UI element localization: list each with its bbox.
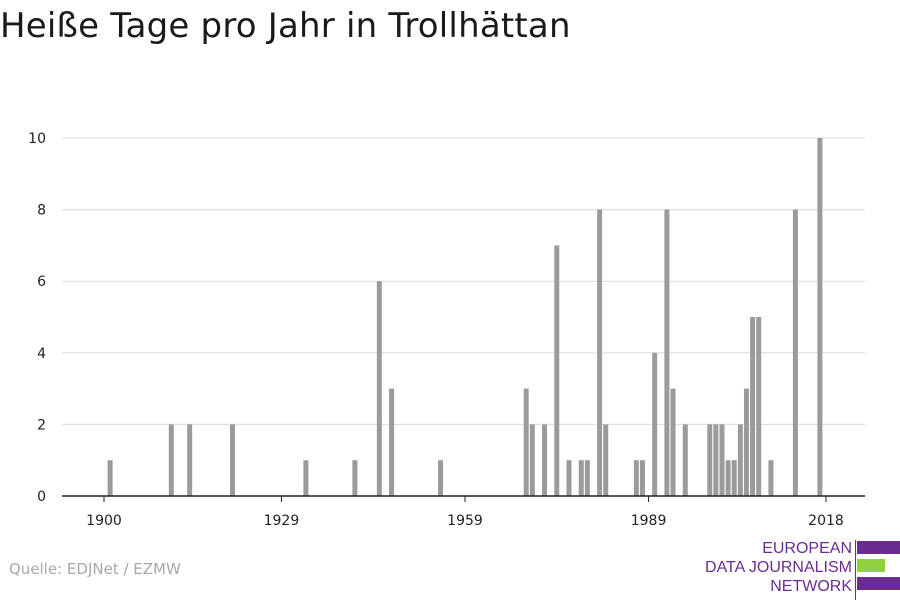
bar	[523, 388, 529, 496]
x-tick-label: 1900	[86, 513, 122, 529]
bar	[682, 424, 688, 496]
bar	[376, 281, 382, 496]
bar	[566, 460, 572, 496]
logo-bar-middle	[857, 559, 885, 572]
x-tick-label: 2018	[808, 513, 844, 529]
bar	[107, 460, 113, 496]
logo-bar-top	[857, 541, 900, 554]
bar	[750, 317, 756, 496]
source-note: Quelle: EDJNet / EZMW	[9, 560, 181, 578]
bar	[639, 460, 645, 496]
bar	[187, 424, 193, 496]
y-tick-label: 4	[37, 346, 46, 362]
x-tick-label: 1989	[631, 513, 667, 529]
bar	[352, 460, 358, 496]
logo-divider	[855, 540, 856, 600]
bar	[768, 460, 774, 496]
x-tick-label: 1959	[447, 513, 483, 529]
logo-line-3: NETWORK	[770, 578, 852, 595]
bar	[817, 138, 823, 496]
bar	[670, 388, 676, 496]
y-tick-label: 0	[37, 489, 46, 505]
edjnet-logo: EUROPEAN DATA JOURNALISM NETWORK	[700, 540, 900, 600]
bar	[438, 460, 444, 496]
bar	[633, 460, 639, 496]
bar	[554, 245, 560, 496]
gridlines	[62, 137, 865, 425]
bar	[731, 460, 737, 496]
bar	[578, 460, 584, 496]
bar-chart: 0 2 4 6 8 10 1900 1929 1959 1989 2018	[28, 131, 865, 529]
bar	[597, 209, 603, 496]
chart-title: Heiße Tage pro Jahr in Trollhättan	[0, 6, 571, 46]
bar	[542, 424, 548, 496]
bars	[107, 138, 823, 496]
axes	[62, 495, 865, 502]
y-tick-label: 6	[37, 274, 46, 290]
y-tick-label: 10	[28, 131, 46, 147]
y-tick-labels: 0 2 4 6 8 10	[28, 131, 46, 505]
bar	[756, 317, 762, 496]
bar	[168, 424, 174, 496]
logo-bar-bottom	[857, 577, 900, 590]
logo-line-2: DATA JOURNALISM	[705, 559, 852, 576]
bar	[719, 424, 725, 496]
bar	[737, 424, 743, 496]
bar	[389, 388, 395, 496]
x-tick-label: 1929	[264, 513, 300, 529]
x-tick-labels: 1900 1929 1959 1989 2018	[86, 513, 844, 529]
bar	[229, 424, 235, 496]
bar	[707, 424, 713, 496]
y-tick-label: 2	[37, 417, 46, 433]
bar	[603, 424, 609, 496]
bar	[652, 352, 658, 496]
logo-line-1: EUROPEAN	[762, 540, 852, 557]
bar	[743, 388, 749, 496]
bar	[584, 460, 590, 496]
bar	[529, 424, 535, 496]
bar	[725, 460, 731, 496]
y-tick-label: 8	[37, 203, 46, 219]
bar	[792, 209, 798, 496]
bar	[664, 209, 670, 496]
bar	[303, 460, 309, 496]
bar	[713, 424, 719, 496]
